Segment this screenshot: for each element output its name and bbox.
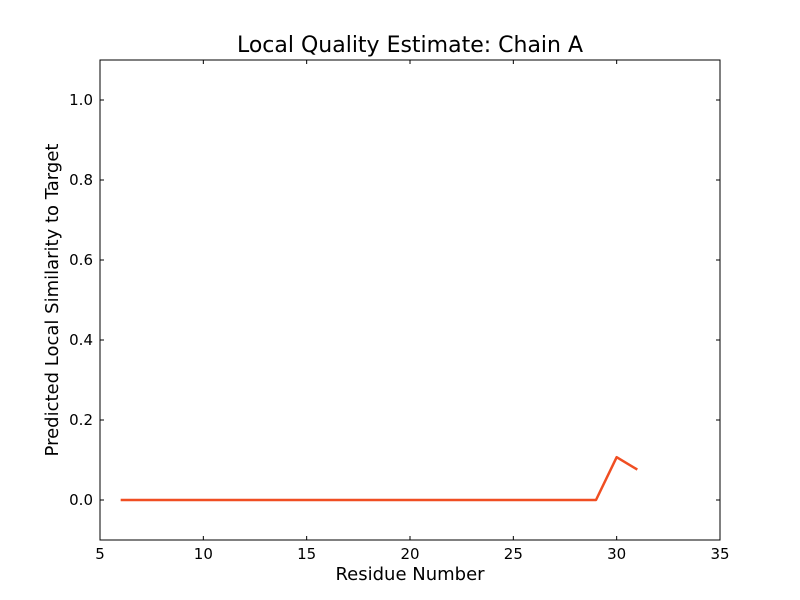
- y-tick-label: 1.0: [69, 91, 93, 109]
- x-tick-label: 25: [504, 545, 523, 563]
- chart-title: Local Quality Estimate: Chain A: [237, 33, 583, 58]
- x-tick-label: 10: [194, 545, 213, 563]
- x-tick-label: 35: [710, 545, 729, 563]
- series-line-0: [120, 455, 638, 502]
- x-tick-label: 20: [400, 545, 419, 563]
- x-axis-label: Residue Number: [335, 564, 485, 585]
- x-tick-label: 15: [297, 545, 316, 563]
- y-tick-label: 0.2: [69, 411, 93, 429]
- ticks-layer: 5 10 15 20 25 30 35 0.0 0.2 0.4 0.6 0.8 1.0: [69, 60, 730, 563]
- y-axis-label: Predicted Local Similarity to Target: [42, 144, 63, 457]
- plot-background: [100, 60, 720, 540]
- plot-frame: [99, 59, 721, 541]
- series-layer: [120, 455, 638, 502]
- y-tick-label: 0.4: [69, 331, 93, 349]
- x-tick-label: 5: [95, 545, 105, 563]
- y-tick-label: 0.6: [69, 251, 93, 269]
- y-tick-label: 0.0: [69, 491, 93, 509]
- y-tick-label: 0.8: [69, 171, 93, 189]
- x-tick-label: 30: [607, 545, 626, 563]
